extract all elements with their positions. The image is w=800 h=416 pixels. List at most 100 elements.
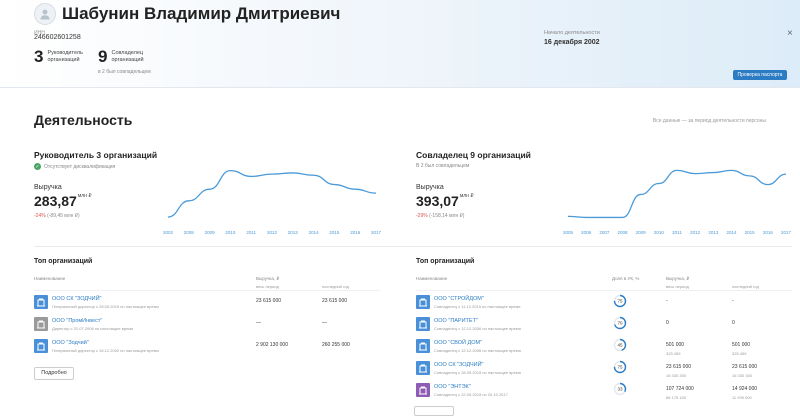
revenue-all-prev: 16 330 300: [666, 373, 687, 378]
details-button[interactable]: Подробно: [34, 367, 74, 380]
start-label: Начало деятельности: [544, 30, 600, 36]
org-name-link[interactable]: ООО СК "ЗОДЧИЙ": [52, 296, 102, 302]
org-role: Совладелец с 28.05.2015 по настоящее вре…: [434, 370, 521, 375]
org-name-link[interactable]: ООО "ЭНТЭК": [434, 384, 471, 390]
stat-director-count: 3: [34, 47, 44, 66]
share-ring: 70: [613, 316, 627, 330]
revenue-last: 260 255 000: [322, 342, 350, 348]
revenue-label: Выручка: [416, 184, 444, 191]
right-top-title: Топ организаций: [416, 258, 475, 265]
stat-director[interactable]: 3 Руководитель организаций: [34, 48, 83, 65]
x-tick-label: 2017: [781, 230, 792, 235]
col-name-header: Наименование: [34, 276, 66, 281]
revenue-all: 107 724 000: [666, 386, 694, 392]
x-tick-label: 2013: [708, 230, 719, 235]
x-tick-label: 2008: [617, 230, 628, 235]
inn-label: ИНН: [34, 30, 45, 36]
table-row[interactable]: ООО СК "ЗОДЧИЙ" Генеральный директор с 2…: [34, 295, 380, 317]
coowner-subtitle: В 2 был совладельцем: [416, 163, 470, 169]
stat-director-label-line2: организаций: [47, 56, 80, 63]
revenue-change-abs: (-158,14 млн ₽): [429, 213, 465, 219]
stat-director-label-line1: Руководитель: [47, 50, 83, 56]
share-ring: 45: [613, 338, 627, 352]
stat-coowner-label-line1: Совладелец: [111, 50, 144, 56]
table-divider: [416, 290, 792, 291]
building-icon: [34, 295, 48, 309]
profile-header: Шабунин Владимир Дмитриевич ИНН 24660260…: [0, 0, 800, 88]
table-row[interactable]: ООО СК "ЗОДЧИЙ" Совладелец с 28.05.2015 …: [416, 360, 792, 383]
x-tick-label: 2011: [672, 230, 682, 235]
x-tick-label: 2010: [654, 230, 665, 235]
x-tick-label: 2016: [350, 230, 361, 235]
org-role: Совладелец с 12.12.2006 по настоящее вре…: [434, 348, 521, 353]
col-last-year: последний год: [322, 284, 349, 289]
revenue-all: 0: [666, 320, 669, 326]
org-name-link[interactable]: ООО "ПромИнвест": [52, 318, 103, 324]
table-row[interactable]: ООО "Зодчий" Генеральный директор с 16.1…: [34, 339, 380, 361]
passport-check-button[interactable]: Проверка паспорта: [733, 70, 787, 80]
stat-coowner-label: Совладелец организаций: [111, 48, 143, 63]
col-revenue-header: Выручка, ₽: [666, 276, 690, 281]
table-row[interactable]: ООО "ПромИнвест" Директор с 31.07.2006 п…: [34, 317, 380, 339]
org-role: Совладелец с 11.12.2015 по настоящее вре…: [434, 304, 521, 309]
stat-coowner[interactable]: 9 Совладелец организаций: [98, 48, 144, 65]
x-tick-label: 2015: [329, 230, 340, 235]
x-tick-label: 2013: [288, 230, 299, 235]
table-row[interactable]: ООО "СТРОЙДОМ" Совладелец с 11.12.2015 п…: [416, 294, 792, 317]
disqualification-text: Отсутствует дисквалификация: [44, 163, 116, 170]
revenue-all: —: [256, 320, 261, 326]
share-value: 75: [617, 299, 623, 304]
revenue-change: -29% (-158,14 млн ₽): [416, 213, 464, 219]
revenue-label: Выручка: [34, 184, 62, 191]
stat-coowner-count: 9: [98, 47, 108, 66]
building-icon: [416, 383, 430, 397]
revenue-value: 283,87млн ₽: [34, 193, 92, 209]
org-name-link[interactable]: ООО "ПАРИТЕТ": [434, 318, 478, 324]
avatar: [34, 3, 56, 25]
building-icon: [416, 317, 430, 331]
table-row[interactable]: ООО "ЭНТЭК" Совладелец с 22.05.2015 по 2…: [416, 382, 792, 405]
close-icon[interactable]: ×: [787, 28, 793, 39]
org-name-link[interactable]: ООО "Зодчий": [52, 340, 89, 346]
table-row[interactable]: ООО "ПАРИТЕТ" Совладелец с 12.12.2006 по…: [416, 316, 792, 339]
x-tick-label: 2015: [745, 230, 756, 235]
period-note: Все данные — за период деятельности перс…: [652, 118, 766, 124]
org-name-link[interactable]: ООО СК "ЗОДЧИЙ": [434, 362, 484, 368]
org-role: Директор с 31.07.2006 по настоящее время: [52, 326, 134, 331]
revenue-last: 23 615 000: [322, 298, 348, 304]
coowner-panel: Совладелец 9 организаций В 2 был совладе…: [416, 150, 792, 240]
share-value: 33: [617, 387, 623, 392]
share-value: 45: [617, 343, 623, 348]
person-icon: [40, 9, 50, 20]
details-button-partial[interactable]: [414, 406, 454, 416]
share-ring: 75: [613, 294, 627, 308]
org-role: Совладелец с 12.12.2006 по настоящее вре…: [434, 326, 521, 331]
start-value: 16 декабря 2002: [544, 39, 600, 46]
revenue-all: 23 615 000: [666, 364, 692, 370]
x-tick-label: 2016: [763, 230, 774, 235]
revenue-last-prev: 11 939 000: [732, 395, 752, 400]
person-name: Шабунин Владимир Дмитриевич: [62, 4, 341, 23]
revenue-unit: млн ₽: [459, 193, 474, 199]
revenue-last: 23 615 000: [732, 364, 758, 370]
share-value: 70: [617, 321, 623, 326]
inn-value: 246602601258: [34, 34, 81, 41]
revenue-all-prev: 66 179 100: [666, 395, 687, 400]
revenue-last: -: [732, 298, 734, 304]
revenue-last: —: [322, 320, 327, 326]
revenue-all: 2 902 130 000: [256, 342, 288, 348]
stat-director-label: Руководитель организаций: [47, 48, 82, 63]
table-row[interactable]: ООО "СВОЙ ДОМ" Совладелец с 12.12.2006 п…: [416, 338, 792, 361]
org-role: Генеральный директор с 16.12.2002 по нас…: [52, 348, 159, 353]
share-ring: 75: [613, 360, 627, 374]
org-name-link[interactable]: ООО "СТРОЙДОМ": [434, 296, 484, 302]
col-all-period: весь период: [256, 284, 279, 289]
x-tick-label: 2014: [309, 230, 320, 235]
revenue-unit: млн ₽: [77, 193, 92, 199]
revenue-change-abs: (-89,45 млн ₽): [47, 213, 80, 219]
org-role: Генеральный директор с 28.05.2015 по нас…: [52, 304, 159, 309]
org-name-link[interactable]: ООО "СВОЙ ДОМ": [434, 340, 483, 346]
revenue-all: -: [666, 298, 668, 304]
revenue-change-pct: -29%: [416, 213, 428, 219]
coowner-note: в 2 был совладельцем: [98, 69, 151, 75]
